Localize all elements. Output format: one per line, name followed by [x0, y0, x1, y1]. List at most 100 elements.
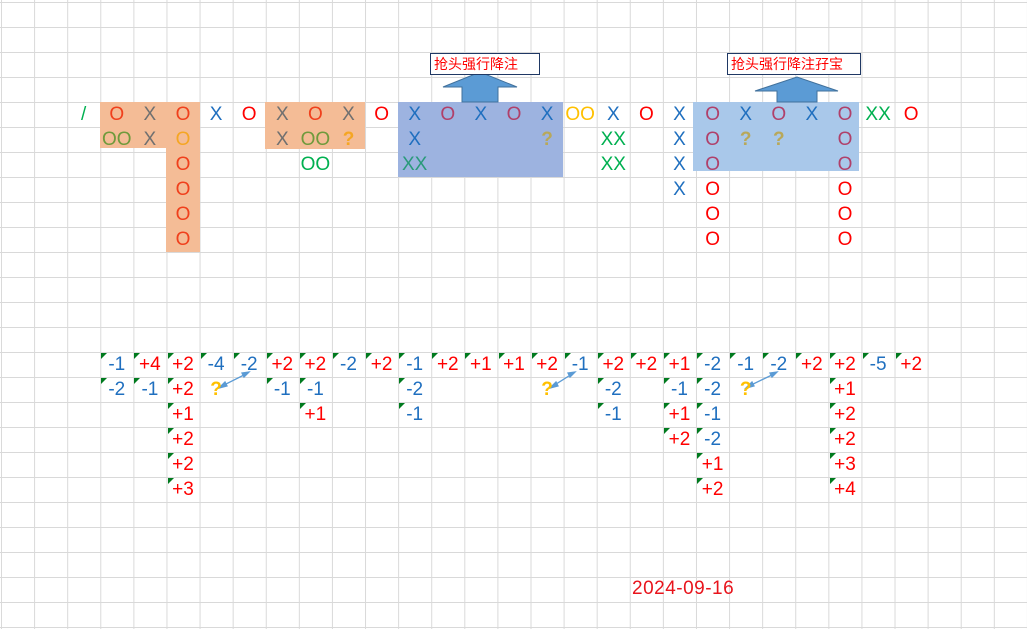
symbol-cell[interactable]: O [696, 227, 729, 252]
score-cell[interactable]: -2 [100, 377, 133, 402]
score-cell[interactable]: +2 [829, 402, 862, 427]
score-cell[interactable]: +2 [167, 452, 200, 477]
symbol-cell[interactable]: X [133, 127, 166, 152]
symbol-cell[interactable]: O [829, 227, 862, 252]
symbol-cell[interactable]: O [696, 177, 729, 202]
score-cell[interactable]: +2 [365, 352, 398, 377]
symbol-cell[interactable]: O [431, 102, 464, 127]
score-cell[interactable]: +2 [431, 352, 464, 377]
score-cell[interactable]: ? [531, 377, 564, 402]
symbol-cell[interactable]: O [167, 177, 200, 202]
symbol-cell[interactable]: X [663, 152, 696, 177]
score-cell[interactable]: -2 [696, 377, 729, 402]
score-cell[interactable]: -5 [862, 352, 895, 377]
score-cell[interactable]: -1 [729, 352, 762, 377]
symbol-cell[interactable]: X [266, 102, 299, 127]
score-cell[interactable]: +2 [299, 352, 332, 377]
score-cell[interactable]: +4 [133, 352, 166, 377]
symbol-cell[interactable]: X [729, 102, 762, 127]
score-cell[interactable]: +2 [630, 352, 663, 377]
score-cell[interactable]: -2 [233, 352, 266, 377]
symbol-cell[interactable]: X [133, 102, 166, 127]
symbol-cell[interactable]: O [365, 102, 398, 127]
score-cell[interactable]: +1 [663, 402, 696, 427]
symbol-cell[interactable]: O [762, 102, 795, 127]
symbol-cell[interactable]: ? [531, 127, 564, 152]
score-cell[interactable]: -2 [696, 427, 729, 452]
score-cell[interactable]: +1 [498, 352, 531, 377]
score-cell[interactable]: +4 [829, 477, 862, 502]
symbol-cell[interactable]: XX [862, 102, 895, 127]
symbol-cell[interactable]: O [895, 102, 928, 127]
symbol-cell[interactable]: X [597, 102, 630, 127]
symbol-cell[interactable]: X [398, 102, 431, 127]
score-cell[interactable]: +2 [663, 427, 696, 452]
symbol-cell[interactable]: X [398, 127, 431, 152]
score-cell[interactable]: -1 [597, 402, 630, 427]
symbol-cell[interactable]: X [795, 102, 828, 127]
score-cell[interactable]: +2 [167, 352, 200, 377]
score-cell[interactable]: +2 [829, 427, 862, 452]
symbol-cell[interactable]: ? [762, 127, 795, 152]
symbol-cell[interactable]: X [464, 102, 497, 127]
score-cell[interactable]: -2 [696, 352, 729, 377]
symbol-cell[interactable]: X [663, 102, 696, 127]
score-cell[interactable]: +1 [663, 352, 696, 377]
score-cell[interactable]: -1 [663, 377, 696, 402]
symbol-cell[interactable]: ? [729, 127, 762, 152]
score-cell[interactable]: ? [200, 377, 233, 402]
symbol-cell[interactable]: O [498, 102, 531, 127]
symbol-cell[interactable]: O [829, 202, 862, 227]
score-cell[interactable]: +2 [531, 352, 564, 377]
score-cell[interactable]: -2 [762, 352, 795, 377]
score-cell[interactable]: -2 [398, 377, 431, 402]
symbol-cell[interactable]: O [829, 152, 862, 177]
symbol-cell[interactable]: OO [299, 152, 332, 177]
symbol-cell[interactable]: O [630, 102, 663, 127]
score-cell[interactable]: +1 [464, 352, 497, 377]
score-cell[interactable]: -1 [564, 352, 597, 377]
symbol-cell[interactable]: O [829, 102, 862, 127]
score-cell[interactable]: -1 [133, 377, 166, 402]
symbol-cell[interactable]: O [167, 102, 200, 127]
symbol-cell[interactable]: O [167, 127, 200, 152]
symbol-cell[interactable]: O [696, 202, 729, 227]
score-cell[interactable]: +2 [829, 352, 862, 377]
score-cell[interactable]: -2 [597, 377, 630, 402]
symbol-cell[interactable]: X [266, 127, 299, 152]
symbol-cell[interactable]: O [167, 152, 200, 177]
symbol-cell[interactable]: O [233, 102, 266, 127]
symbol-cell[interactable]: O [167, 227, 200, 252]
score-cell[interactable]: +2 [895, 352, 928, 377]
score-cell[interactable]: +3 [829, 452, 862, 477]
score-cell[interactable]: +2 [266, 352, 299, 377]
score-cell[interactable]: -1 [398, 352, 431, 377]
score-cell[interactable]: -2 [332, 352, 365, 377]
score-cell[interactable]: +2 [167, 427, 200, 452]
symbol-cell[interactable]: X [531, 102, 564, 127]
symbol-cell[interactable]: XX [597, 127, 630, 152]
symbol-cell[interactable]: X [663, 177, 696, 202]
symbol-cell[interactable]: O [299, 102, 332, 127]
symbol-cell[interactable]: XX [597, 152, 630, 177]
symbol-cell[interactable]: X [663, 127, 696, 152]
symbol-cell[interactable]: O [696, 127, 729, 152]
score-cell[interactable]: +2 [795, 352, 828, 377]
symbol-cell[interactable]: ? [332, 127, 365, 152]
score-cell[interactable]: -1 [696, 402, 729, 427]
score-cell[interactable]: -4 [200, 352, 233, 377]
score-cell[interactable]: +3 [167, 477, 200, 502]
score-cell[interactable]: -1 [398, 402, 431, 427]
score-cell[interactable]: +1 [299, 402, 332, 427]
symbol-cell[interactable]: O [829, 177, 862, 202]
symbol-cell[interactable]: XX [398, 152, 431, 177]
score-cell[interactable]: -1 [299, 377, 332, 402]
symbol-cell[interactable]: O [696, 152, 729, 177]
score-cell[interactable]: -1 [100, 352, 133, 377]
symbol-cell[interactable]: OO [564, 102, 597, 127]
score-cell[interactable]: +1 [829, 377, 862, 402]
symbol-cell[interactable]: X [200, 102, 233, 127]
symbol-cell[interactable]: O [696, 102, 729, 127]
score-cell[interactable]: +2 [597, 352, 630, 377]
symbol-cell[interactable]: X [332, 102, 365, 127]
